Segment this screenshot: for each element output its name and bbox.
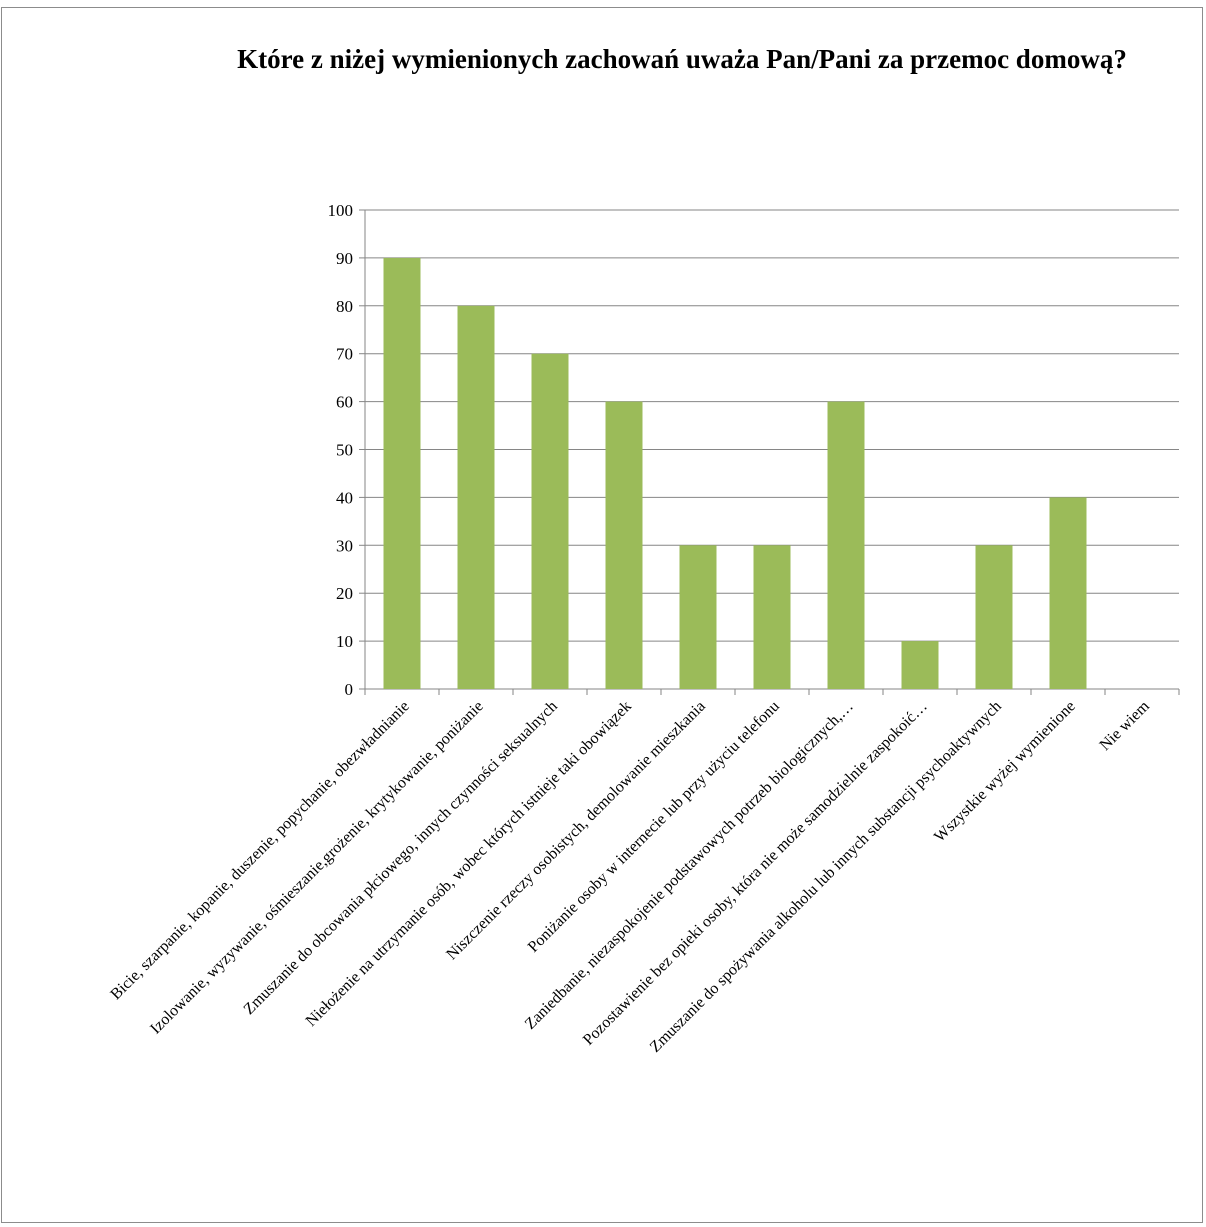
bar (605, 401, 643, 689)
x-category-label: Niszczenie rzeczy osobistych, demolowani… (443, 698, 709, 964)
bar (901, 641, 939, 689)
y-tick-label: 50 (336, 441, 353, 460)
x-category-label: Nie wiem (1097, 697, 1154, 754)
bar (975, 545, 1013, 689)
bar (1049, 497, 1087, 689)
y-tick-label: 30 (336, 536, 353, 555)
x-category-label: Zmuszanie do spożywania alkoholu lub inn… (647, 698, 1005, 1056)
x-category-label: Izolowanie, wyzywanie, ośmieszanie,groże… (147, 698, 487, 1038)
bar (679, 545, 717, 689)
x-category-label: Pozostawienie bez opieki osoby, która ni… (580, 698, 931, 1049)
bar (383, 257, 421, 689)
y-tick-label: 70 (336, 345, 353, 364)
x-category-label: Poniżanie osoby w internecie lub przy uż… (525, 698, 783, 956)
bar (753, 545, 791, 689)
y-tick-label: 20 (336, 584, 353, 603)
chart-title: Które z niżej wymienionych zachowań uważ… (237, 44, 1127, 74)
category-labels: Bicie, szarpanie, kopanie, duszenie, pop… (107, 697, 1153, 1055)
y-tick-label: 40 (336, 488, 353, 507)
x-category-label: Zmuszanie do obcowania płciowego, innych… (241, 698, 561, 1018)
bar (827, 401, 865, 689)
x-category-label: Wszystkie wyżej wymienione (931, 698, 1079, 846)
y-tick-label: 100 (328, 201, 354, 220)
y-tick-label: 60 (336, 393, 353, 412)
bars (383, 257, 1087, 689)
y-tick-label: 10 (336, 632, 353, 651)
y-tick-label: 90 (336, 249, 353, 268)
bar (457, 305, 495, 689)
y-tick-label: 80 (336, 297, 353, 316)
y-tick-labels: 0 10 20 30 40 50 60 70 80 90 100 (328, 201, 354, 699)
y-tick-label: 0 (345, 680, 354, 699)
bar (531, 353, 569, 689)
